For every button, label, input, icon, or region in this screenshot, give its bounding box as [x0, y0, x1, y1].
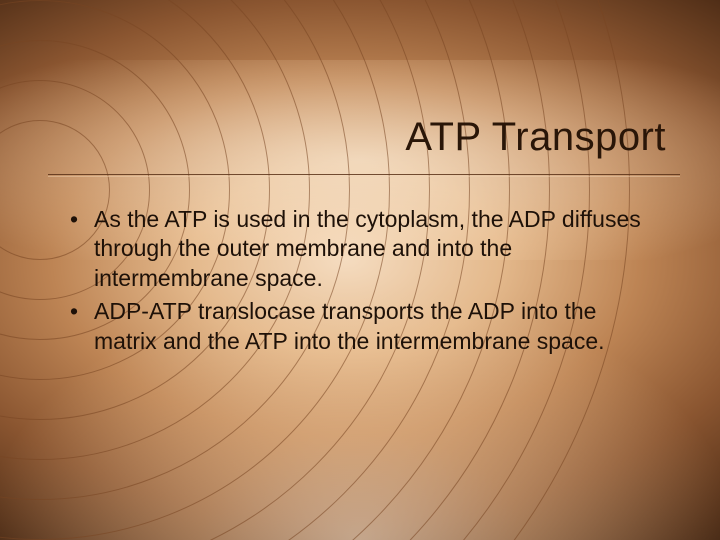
- title-underline: [48, 174, 680, 175]
- slide: ATP Transport As the ATP is used in the …: [0, 0, 720, 540]
- slide-body: As the ATP is used in the cytoplasm, the…: [68, 205, 660, 360]
- slide-title: ATP Transport: [405, 115, 666, 160]
- title-underline-highlight: [48, 176, 680, 177]
- bullet-item: As the ATP is used in the cytoplasm, the…: [68, 205, 660, 293]
- bullet-list: As the ATP is used in the cytoplasm, the…: [68, 205, 660, 356]
- bullet-item: ADP-ATP translocase transports the ADP i…: [68, 297, 660, 356]
